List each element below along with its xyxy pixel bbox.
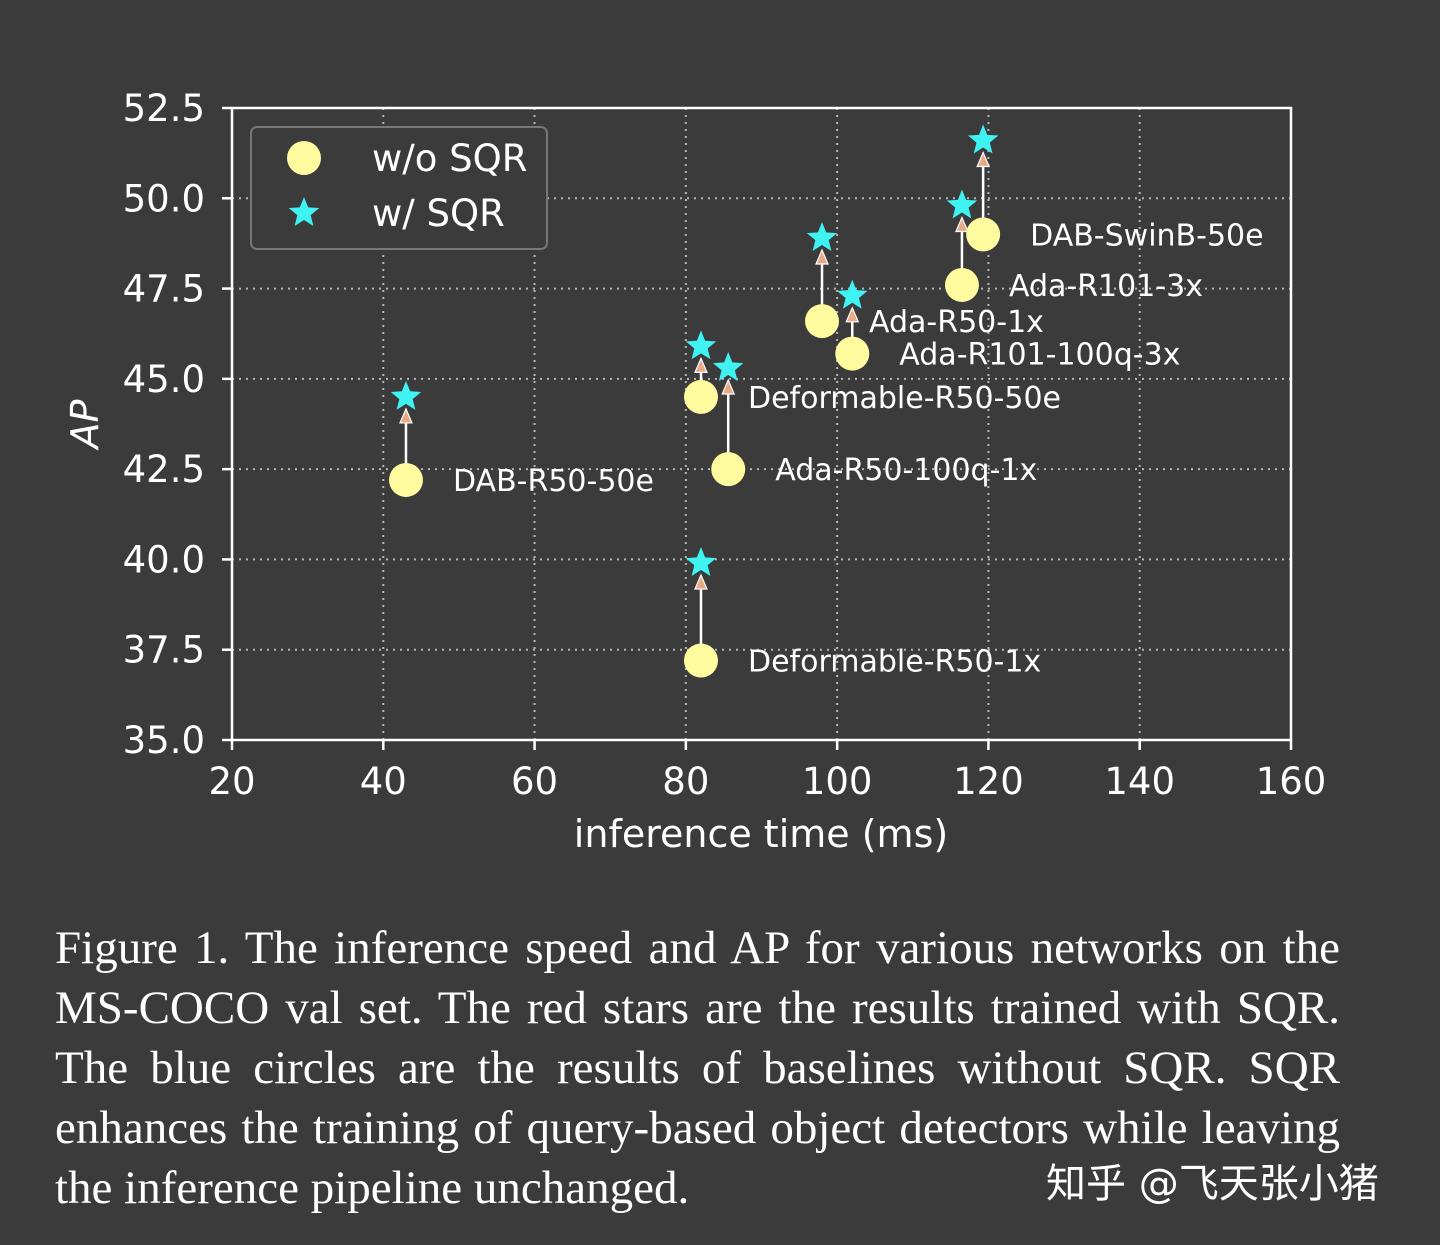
point-label: Deformable-R50-50e [748, 381, 1061, 416]
baseline-point [388, 462, 423, 497]
point-label: Deformable-R50-1x [748, 645, 1041, 680]
x-tick-label: 120 [953, 760, 1024, 803]
y-axis-label: AP [63, 399, 107, 451]
x-tick-label: 140 [1104, 760, 1175, 803]
arrow-head [845, 306, 860, 323]
arrow-head [976, 150, 991, 168]
x-axis-label: inference time (ms) [574, 812, 948, 856]
sqr-point [713, 352, 744, 381]
x-tick-label: 60 [511, 760, 558, 803]
y-tick-label: 37.5 [123, 629, 205, 672]
data-markers [388, 124, 1001, 678]
y-tick-label: 42.5 [123, 448, 205, 491]
y-tick-label: 35.0 [123, 719, 205, 762]
sqr-point [837, 279, 868, 309]
baseline-point [835, 336, 870, 371]
baseline-point [683, 643, 718, 678]
x-tick-label: 20 [208, 760, 255, 803]
point-label: DAB-R50-50e [453, 464, 654, 499]
y-tick-label: 40.0 [123, 538, 205, 581]
sqr-point [946, 189, 978, 219]
x-tick-label: 100 [802, 760, 873, 803]
axis-ticks: 20 40 60 80 100 120 140 160 35.0 37.5 40.0 42.5 45.0… [123, 87, 1327, 803]
legend-box [250, 126, 548, 250]
arrow-head [815, 248, 829, 265]
point-label: Ada-R101-100q-3x [899, 338, 1180, 373]
arrow-head [721, 378, 736, 395]
legend: w/o SQR w/ SQR [250, 126, 548, 250]
x-tick-label: 160 [1256, 760, 1327, 803]
sqr-point [685, 547, 717, 576]
arrow-head [694, 356, 708, 373]
legend-circle-swatch [287, 141, 321, 175]
x-tick-label: 40 [360, 760, 407, 803]
legend-label-sqr: w/ SQR [372, 192, 505, 235]
y-tick-label: 50.0 [123, 177, 205, 220]
baseline-point [944, 267, 979, 302]
scatter-chart: DAB-R50-50e Deformable-R50-1x Deformable-R… [63, 87, 1327, 856]
baseline-point [711, 452, 746, 487]
figure-caption: Figure 1. The inference speed and AP for… [55, 922, 1340, 1214]
legend-star-swatch [288, 197, 320, 226]
point-label: Ada-R101-3x [1009, 269, 1203, 304]
baseline-point [805, 304, 840, 339]
y-tick-label: 45.0 [123, 358, 205, 401]
arrow-head [399, 407, 413, 424]
plot-frame [230, 106, 1293, 742]
sqr-point [967, 124, 999, 154]
watermark: 知乎 @飞天张小猪 [1046, 1161, 1379, 1207]
baseline-point [683, 379, 718, 414]
point-label: Ada-R50-1x [869, 305, 1044, 340]
arrow-head [694, 573, 708, 590]
point-label: Ada-R50-100q-1x [775, 453, 1037, 488]
sqr-point [390, 380, 422, 410]
x-tick-label: 80 [662, 760, 709, 803]
y-tick-label: 47.5 [123, 268, 205, 311]
grid [232, 108, 1291, 740]
legend-label-baseline: w/o SQR [372, 137, 527, 180]
arrow-head [955, 215, 969, 233]
sqr-point [685, 330, 717, 360]
point-labels: DAB-R50-50e Deformable-R50-1x Deformable-R… [453, 218, 1264, 679]
y-tick-label: 52.5 [123, 87, 205, 130]
point-label: DAB-SwinB-50e [1030, 218, 1263, 253]
baseline-point [966, 217, 1001, 252]
sqr-point [806, 222, 838, 251]
